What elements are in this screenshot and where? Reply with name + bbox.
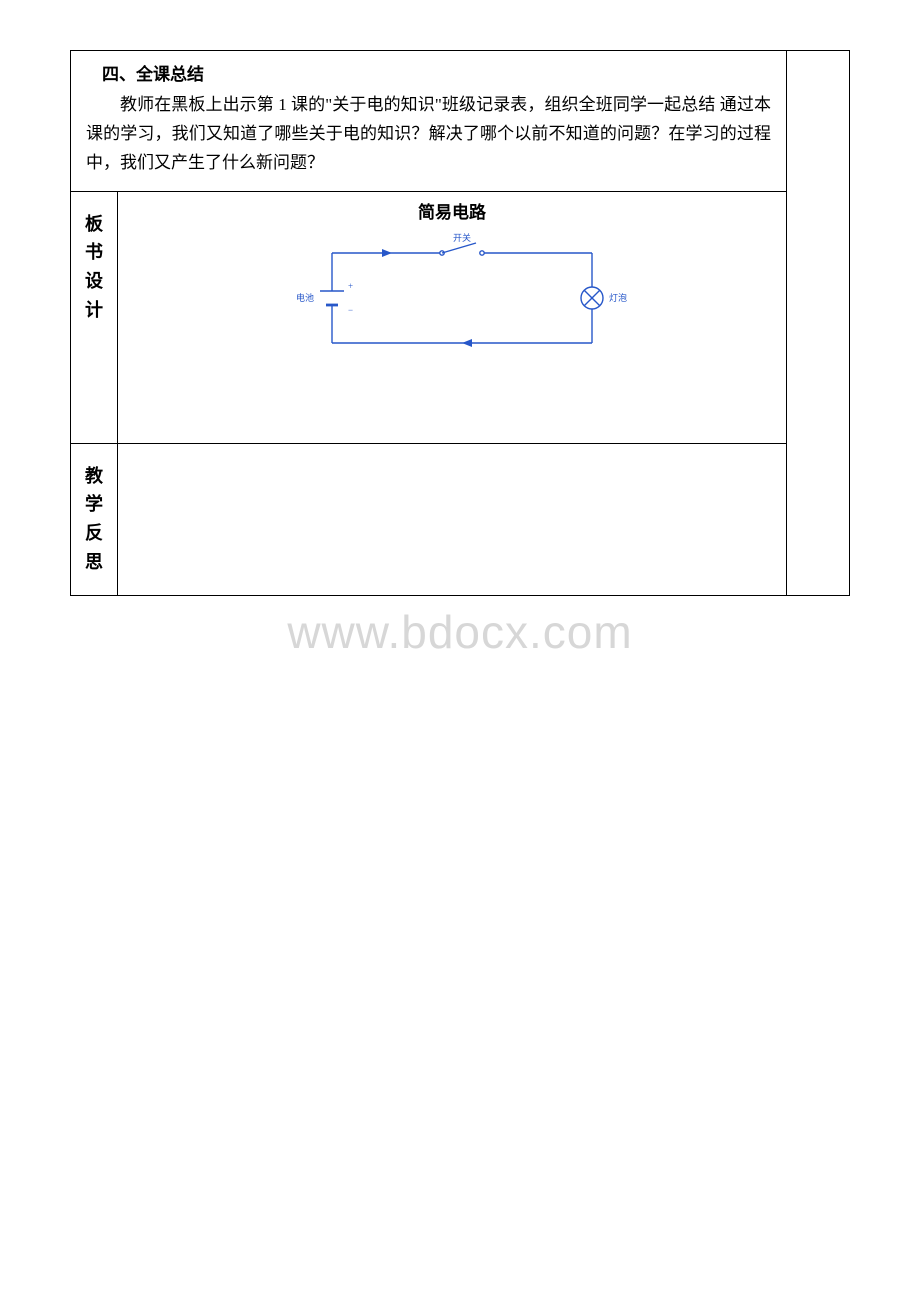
section-paragraph: 教师在黑板上出示第 1 课的"关于电的知识"班级记录表，组织全班同学一起总结 通… <box>72 87 785 190</box>
svg-text:电池: 电池 <box>296 292 314 303</box>
teaching-reflection-label: 教学反思 <box>71 443 118 595</box>
teaching-reflection-cell <box>118 443 787 595</box>
circuit-title: 简易电路 <box>118 192 786 223</box>
watermark-text: www.bdocx.com <box>0 605 920 659</box>
lesson-table: 四、全课总结 教师在黑板上出示第 1 课的"关于电的知识"班级记录表，组织全班同… <box>70 50 850 596</box>
board-design-cell: 简易电路 开关灯泡 + − 电池 <box>118 191 787 443</box>
svg-text:开关: 开关 <box>453 232 471 243</box>
right-margin-cell <box>787 51 850 596</box>
summary-cell: 四、全课总结 教师在黑板上出示第 1 课的"关于电的知识"班级记录表，组织全班同… <box>71 51 787 192</box>
svg-text:+: + <box>348 281 353 291</box>
section-heading: 四、全课总结 <box>72 52 785 87</box>
svg-text:−: − <box>348 305 353 315</box>
circuit-diagram: 开关灯泡 + − 电池 <box>242 223 662 393</box>
board-design-label: 板书设计 <box>71 191 118 443</box>
svg-text:灯泡: 灯泡 <box>609 292 627 303</box>
circuit-diagram-wrap: 开关灯泡 + − 电池 <box>118 223 786 443</box>
